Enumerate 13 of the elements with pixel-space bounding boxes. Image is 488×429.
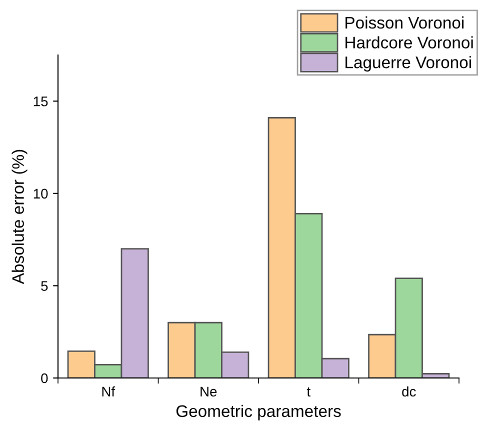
y-tick-label: 15 bbox=[34, 96, 48, 106]
x-tick-label: Ne bbox=[200, 386, 217, 397]
legend-label: Poisson Voronoi bbox=[346, 16, 464, 29]
x-tick-label: t bbox=[306, 387, 310, 397]
y-axis-title: Absolute error (%) bbox=[12, 150, 28, 284]
legend-label: Laguerre Voronoi bbox=[346, 56, 471, 72]
x-tick-label: dc bbox=[402, 386, 416, 397]
legend-label: Hardcore Voronoi bbox=[346, 36, 473, 48]
y-tick-label: 5 bbox=[41, 281, 48, 291]
x-axis-title: Geometric parameters bbox=[176, 404, 341, 420]
y-tick-label: 0 bbox=[41, 373, 48, 384]
y-tick-label: 10 bbox=[34, 188, 48, 199]
x-tick-label: Nf bbox=[102, 386, 116, 396]
